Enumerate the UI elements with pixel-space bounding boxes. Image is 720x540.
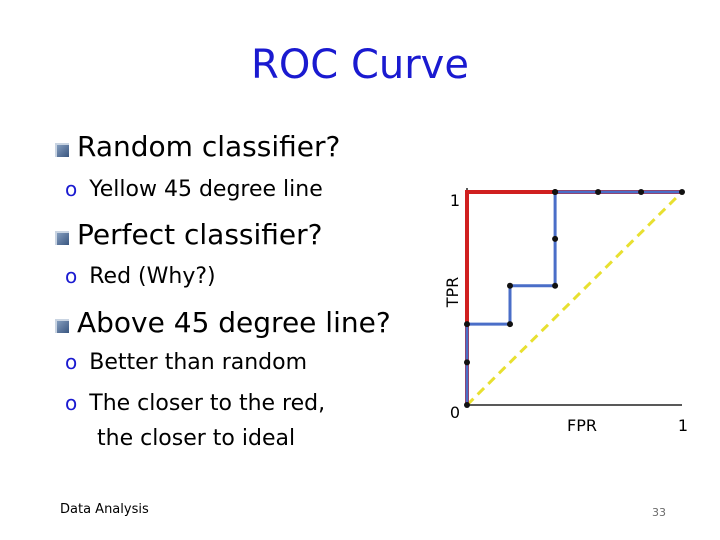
y-tick-label-1: 1 bbox=[450, 191, 460, 210]
roc-point-10 bbox=[638, 189, 645, 195]
circle-bullet-icon: o bbox=[65, 264, 78, 288]
bullet-above: Above 45 degree line? bbox=[55, 306, 391, 339]
roc-point-8 bbox=[552, 189, 559, 195]
roc-plot-area bbox=[464, 188, 685, 408]
bullet-text: Random classifier? bbox=[77, 130, 341, 163]
x-axis-label: FPR bbox=[567, 416, 597, 435]
roc-point-11 bbox=[679, 189, 685, 195]
bullet-text: Perfect classifier? bbox=[77, 218, 323, 251]
circle-bullet-icon: o bbox=[65, 350, 78, 374]
slide-title: ROC Curve bbox=[251, 42, 469, 88]
sub-bullet-text: The closer to the red, bbox=[89, 391, 326, 416]
sub-bullet-text: Red (Why?) bbox=[89, 264, 216, 289]
footer-label: Data Analysis bbox=[60, 502, 149, 517]
roc-point-9 bbox=[595, 189, 602, 195]
roc-point-0 bbox=[464, 402, 470, 408]
x-tick-label-0: 0 bbox=[450, 403, 460, 422]
square-bullet-icon bbox=[55, 319, 69, 333]
y-axis-label: TPR bbox=[443, 277, 462, 309]
sub-bullet-text: the closer to ideal bbox=[97, 426, 296, 451]
sub-bullet-red: o Red (Why?) bbox=[65, 264, 216, 289]
roc-point-3 bbox=[507, 321, 513, 328]
bullet-random: Random classifier? bbox=[55, 130, 340, 163]
square-bullet-icon bbox=[55, 143, 69, 157]
roc-point-6 bbox=[552, 235, 559, 242]
bullet-text: Above 45 degree line? bbox=[77, 306, 391, 339]
roc-point-4 bbox=[507, 282, 513, 289]
sub-bullet-text: Yellow 45 degree line bbox=[89, 177, 323, 202]
square-bullet-icon bbox=[55, 231, 69, 245]
circle-bullet-icon: o bbox=[65, 391, 78, 415]
roc-point-5 bbox=[552, 282, 559, 289]
circle-bullet-icon: o bbox=[65, 177, 78, 201]
roc-point-2 bbox=[464, 321, 470, 328]
page-number: 33 bbox=[652, 506, 666, 519]
bullet-perfect: Perfect classifier? bbox=[55, 218, 323, 251]
sub-bullet-text: Better than random bbox=[89, 350, 308, 375]
sub-bullet-yellow: o Yellow 45 degree line bbox=[65, 177, 323, 202]
random-classifier-line bbox=[465, 190, 684, 407]
sub-bullet-continuation: the closer to ideal bbox=[97, 426, 295, 451]
sub-bullet-better: o Better than random bbox=[65, 350, 307, 375]
roc-point-1 bbox=[464, 359, 470, 366]
x-tick-label-1: 1 bbox=[678, 416, 688, 435]
sub-bullet-closer: o The closer to the red, bbox=[65, 391, 325, 416]
